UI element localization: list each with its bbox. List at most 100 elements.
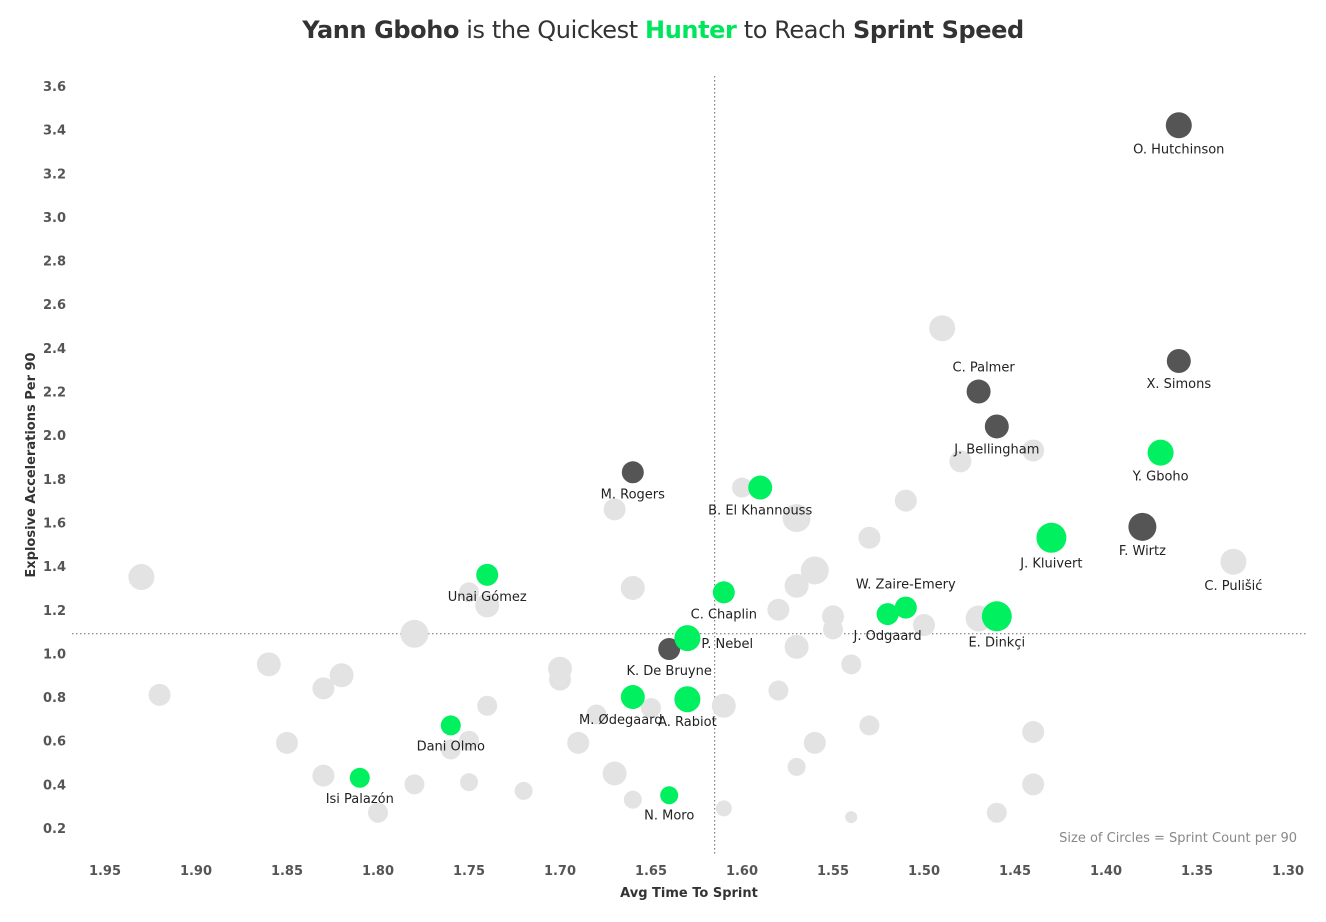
x-tick-label: 1.85 xyxy=(271,864,303,879)
y-tick-label: 2.0 xyxy=(43,429,66,444)
player-label: Isi Palazón xyxy=(326,792,394,807)
player-point xyxy=(823,619,843,640)
player-point-n-moro xyxy=(660,786,679,805)
player-label: F. Wirtz xyxy=(1119,544,1166,559)
y-axis-label: Explosive Accelerations Per 90 xyxy=(24,352,39,577)
y-tick-label: 2.8 xyxy=(43,255,66,270)
y-tick-label: 3.6 xyxy=(43,80,66,95)
player-label: E. Dinkçi xyxy=(968,635,1025,650)
x-tick-label: 1.80 xyxy=(362,864,394,879)
player-point-k-de-bruyne xyxy=(658,638,681,661)
y-tick-label: 0.2 xyxy=(43,822,66,837)
player-point xyxy=(949,450,972,473)
player-point xyxy=(1022,439,1045,462)
player-label: O. Hutchinson xyxy=(1133,142,1224,157)
player-label: M. Rogers xyxy=(601,487,665,502)
y-tick-label: 2.6 xyxy=(43,298,66,313)
player-label: J. Odgaard xyxy=(853,629,922,644)
y-tick-label: 2.2 xyxy=(43,386,66,401)
title-metric: Sprint Speed xyxy=(852,16,1024,44)
y-tick-label: 3.2 xyxy=(43,167,66,182)
player-point-j-odgaard xyxy=(876,603,899,626)
player-label: M. Ødegaard xyxy=(579,713,663,728)
player-point xyxy=(784,573,809,598)
player-point xyxy=(929,315,956,342)
player-label: Y. Gboho xyxy=(1132,470,1189,485)
y-tick-label: 0.6 xyxy=(43,735,66,750)
player-point xyxy=(459,730,479,751)
player-point xyxy=(312,764,335,787)
title-player: Yann Gboho xyxy=(302,16,460,44)
y-tick-label: 1.6 xyxy=(43,516,66,531)
player-point xyxy=(913,614,935,637)
player-point-b-el-khannouss xyxy=(748,475,773,500)
player-label: C. Pulišić xyxy=(1204,579,1262,594)
player-label: J. Bellingham xyxy=(953,442,1039,457)
title-text-2: to Reach xyxy=(736,16,853,44)
axis-ticks: 1.95 1.90 1.85 1.80 1.75 1.70 1.65 1.60 1.55 1.50… xyxy=(43,80,1304,879)
x-tick-label: 1.50 xyxy=(908,864,940,879)
player-point xyxy=(128,564,155,591)
player-point xyxy=(567,731,590,754)
player-point xyxy=(620,575,645,600)
player-label: N. Moro xyxy=(644,808,694,823)
player-point-x-simons xyxy=(1166,348,1191,373)
player-point-f-wirtz xyxy=(1128,512,1157,541)
player-point-m-degaard xyxy=(620,685,645,710)
player-point xyxy=(859,715,880,736)
player-point xyxy=(329,663,354,688)
player-label: B. El Khannouss xyxy=(708,504,812,519)
player-point xyxy=(148,683,171,706)
player-point xyxy=(787,757,806,776)
player-label: Unai Gómez xyxy=(448,590,527,605)
reference-lines xyxy=(72,76,1306,856)
player-point-c-palmer xyxy=(966,379,991,404)
player-point xyxy=(782,504,811,533)
chart-title: Yann Gboho is the Quickest Hunter to Rea… xyxy=(0,16,1326,44)
player-label: Dani Olmo xyxy=(417,739,485,754)
player-point-w-zaire-emery xyxy=(894,596,917,619)
player-point xyxy=(845,811,858,824)
player-point xyxy=(276,731,298,754)
player-point-c-puli-i xyxy=(1220,548,1247,575)
player-point xyxy=(715,800,732,817)
player-point xyxy=(256,652,281,677)
player-point xyxy=(404,774,425,795)
player-point xyxy=(460,773,478,792)
player-point-dani-olmo xyxy=(440,715,461,736)
x-tick-label: 1.40 xyxy=(1090,864,1122,879)
x-tick-label: 1.70 xyxy=(544,864,576,879)
y-tick-label: 0.8 xyxy=(43,691,66,706)
y-tick-label: 1.2 xyxy=(43,604,66,619)
player-point xyxy=(894,489,917,512)
x-tick-label: 1.55 xyxy=(817,864,849,879)
player-point xyxy=(1022,720,1045,743)
player-label: C. Chaplin xyxy=(691,607,757,622)
x-tick-label: 1.60 xyxy=(726,864,758,879)
player-point xyxy=(549,668,571,691)
x-tick-label: 1.95 xyxy=(89,864,121,879)
player-point xyxy=(477,695,498,716)
y-tick-label: 3.0 xyxy=(43,211,66,226)
player-point xyxy=(711,693,736,718)
point-labels: O. Hutchinson X. Simons C. Palmer J. Bellin… xyxy=(326,142,1263,823)
player-point xyxy=(514,781,533,800)
x-tick-label: 1.65 xyxy=(635,864,667,879)
player-point-y-gboho xyxy=(1147,439,1174,466)
player-point xyxy=(800,556,829,585)
player-point-c-chaplin xyxy=(712,581,735,604)
player-point xyxy=(732,477,752,498)
player-point xyxy=(440,739,461,760)
player-point-e-dink-i xyxy=(981,601,1012,632)
title-text-1: is the Quickest xyxy=(459,16,646,44)
player-point xyxy=(623,790,642,809)
player-label: C. Palmer xyxy=(953,361,1016,376)
x-tick-label: 1.75 xyxy=(453,864,485,879)
y-tick-label: 1.0 xyxy=(43,647,66,662)
y-tick-label: 1.8 xyxy=(43,473,66,488)
player-point xyxy=(767,598,790,621)
player-point-m-rogers xyxy=(621,461,644,484)
x-tick-label: 1.45 xyxy=(999,864,1031,879)
player-point xyxy=(1022,773,1045,796)
